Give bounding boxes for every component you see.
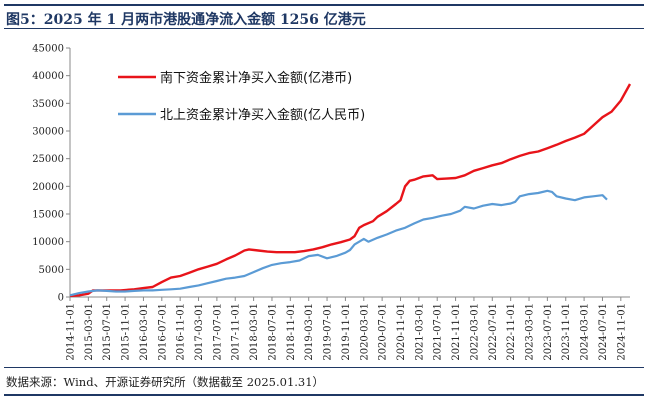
x-tick-label: 2023-07-01 xyxy=(543,303,554,361)
x-tick-label: 2018-07-01 xyxy=(267,303,278,361)
southbound-series-line xyxy=(69,83,632,298)
x-tick-label: 2015-07-01 xyxy=(102,303,113,361)
x-tick-label: 2023-03-01 xyxy=(525,303,536,361)
source-bar: 数据来源：Wind、开源证券研究所（数据截至 2025.01.31） xyxy=(4,367,644,396)
x-tick-label: 2024-03-01 xyxy=(580,303,591,361)
x-tick-label: 2022-11-01 xyxy=(506,303,517,361)
x-tick-label: 2021-03-01 xyxy=(414,303,425,361)
x-tick-label: 2021-07-01 xyxy=(433,303,444,361)
y-tick-label: 10000 xyxy=(32,237,64,248)
northbound-series-line xyxy=(69,189,608,297)
y-tick-label: 45000 xyxy=(32,44,64,55)
y-tick-label: 20000 xyxy=(32,182,64,193)
x-axis-ticks: 2014-11-01 2015-03-01 2015-07-01 2015-11-01… xyxy=(66,297,627,361)
y-tick-label: 25000 xyxy=(32,154,64,165)
x-tick-label: 2018-11-01 xyxy=(286,303,297,361)
x-tick-label: 2019-07-01 xyxy=(323,303,334,361)
figure-title: 图5：2025 年 1 月两市港股通净流入金额 1256 亿港元 xyxy=(6,12,366,28)
y-tick-label: 30000 xyxy=(32,127,64,138)
x-tick-label: 2016-11-01 xyxy=(176,303,187,361)
figure-title-bar: 图5：2025 年 1 月两市港股通净流入金额 1256 亿港元 xyxy=(4,4,644,29)
y-tick-label: 0 xyxy=(58,293,64,304)
y-tick-label: 40000 xyxy=(32,71,64,82)
x-tick-label: 2022-03-01 xyxy=(469,303,480,361)
x-tick-label: 2024-07-01 xyxy=(598,303,609,361)
x-tick-label: 2018-03-01 xyxy=(249,303,260,361)
x-tick-label: 2021-11-01 xyxy=(451,303,462,361)
chart-legend: 南下资金累计净买入金额(亿港币) 北上资金累计净买入金额(亿人民币) xyxy=(118,70,365,123)
legend-label: 北上资金累计净买入金额(亿人民币) xyxy=(160,107,365,123)
x-tick-label: 2020-07-01 xyxy=(378,303,389,361)
x-tick-label: 2015-11-01 xyxy=(121,303,132,361)
chart-axes xyxy=(69,48,630,298)
x-tick-label: 2022-07-01 xyxy=(488,303,499,361)
y-axis-ticks: 0 5000 10000 15000 20000 25000 30000 35000 40000… xyxy=(32,44,70,304)
x-tick-label: 2017-07-01 xyxy=(212,303,223,361)
x-tick-label: 2015-03-01 xyxy=(84,303,95,361)
x-tick-label: 2017-11-01 xyxy=(231,303,242,361)
x-tick-label: 2014-11-01 xyxy=(66,303,77,361)
series-lines xyxy=(69,83,632,298)
x-tick-label: 2024-11-01 xyxy=(616,303,627,361)
x-tick-label: 2020-03-01 xyxy=(359,303,370,361)
y-tick-label: 5000 xyxy=(39,265,64,276)
x-tick-label: 2016-07-01 xyxy=(157,303,168,361)
x-tick-label: 2019-03-01 xyxy=(304,303,315,361)
x-tick-label: 2023-11-01 xyxy=(561,303,572,361)
source-note: 数据来源：Wind、开源证券研究所（数据截至 2025.01.31） xyxy=(6,375,325,389)
x-tick-label: 2020-11-01 xyxy=(396,303,407,361)
x-tick-label: 2016-03-01 xyxy=(139,303,150,361)
y-tick-label: 35000 xyxy=(32,99,64,110)
x-tick-label: 2019-11-01 xyxy=(341,303,352,361)
y-tick-label: 15000 xyxy=(32,210,64,221)
legend-label: 南下资金累计净买入金额(亿港币) xyxy=(160,70,352,86)
x-tick-label: 2017-03-01 xyxy=(194,303,205,361)
